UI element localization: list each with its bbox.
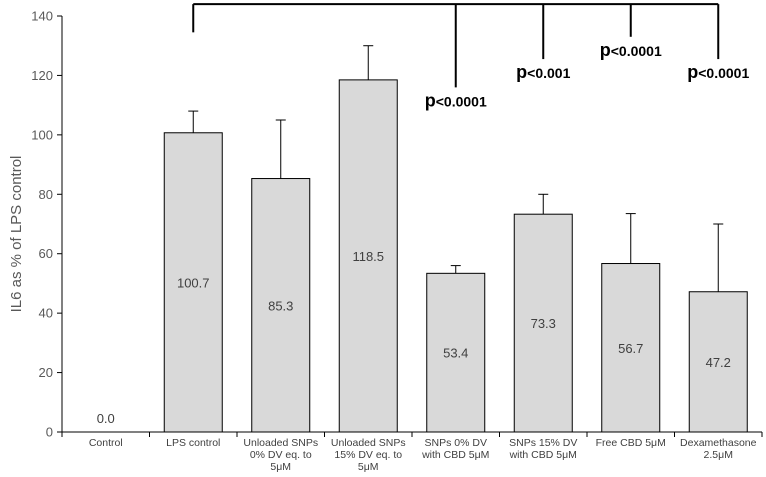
x-category-label-line: 15% DV eq. to [334, 449, 402, 461]
x-category-label-line: 5μM [358, 461, 379, 473]
x-category-label-line: Unloaded SNPs [243, 437, 318, 449]
x-category-label: Free CBD 5μM [596, 437, 666, 449]
bars [163, 79, 748, 433]
x-axis: Control LPS control Unloaded SNPs 0% DV eq.… [61, 431, 763, 473]
x-category-label-line: with CBD 5μM [421, 449, 489, 461]
y-tick-label: 140 [31, 9, 53, 24]
p-value-threshold: <0.0001 [436, 93, 487, 109]
bar [513, 213, 573, 433]
y-axis-title: IL6 as % of LPS control [8, 156, 25, 313]
error-bars [188, 45, 724, 292]
bar [426, 272, 486, 433]
p-value-threshold: <0.0001 [611, 43, 662, 59]
bar [688, 291, 748, 433]
p-value-p: p [600, 40, 611, 60]
x-category-label-line: Dexamethasone [680, 437, 757, 449]
y-tick-label: 40 [39, 306, 53, 321]
y-tick-label: 0 [46, 425, 53, 440]
y-axis: 0 20 40 60 80 100 120 140 [31, 9, 63, 440]
bar [338, 79, 398, 433]
data-label: 118.5 [352, 249, 384, 264]
p-value-threshold: <0.0001 [698, 65, 749, 81]
x-category-label-line: Unloaded SNPs [331, 437, 406, 449]
x-category-label-line: Control [89, 437, 123, 449]
data-label: 0.0 [97, 411, 115, 426]
y-tick-label: 80 [39, 187, 53, 202]
x-category-label: Unloaded SNPs 0% DV eq. to 5μM [243, 437, 318, 473]
x-category-label: LPS control [166, 437, 220, 449]
x-category-label: Unloaded SNPs 15% DV eq. to 5μM [331, 437, 406, 473]
data-label: 73.3 [531, 316, 556, 331]
p-value-label: p<0.0001 [687, 62, 749, 82]
x-category-label: SNPs 15% DV with CBD 5μM [509, 437, 578, 461]
bar [251, 178, 311, 433]
p-value-label: p<0.0001 [425, 90, 487, 110]
y-tick-label: 20 [39, 365, 53, 380]
x-category-label-line: 2.5μM [704, 449, 733, 461]
x-category-label-line: with CBD 5μM [509, 449, 577, 461]
p-value-p: p [687, 62, 698, 82]
data-label: 53.4 [443, 346, 468, 361]
p-value-threshold: <0.001 [527, 65, 570, 81]
y-tick-label: 120 [31, 68, 53, 83]
value-labels: 0.0 100.7 85.3 118.5 53.4 73.3 56.7 47.2 [97, 249, 731, 426]
x-category-label: SNPs 0% DV with CBD 5μM [421, 437, 489, 461]
x-category-label-line: SNPs 15% DV [509, 437, 577, 449]
data-label: 85.3 [268, 298, 293, 313]
bar [601, 263, 661, 433]
x-category-label-line: LPS control [166, 437, 220, 449]
data-label: 56.7 [618, 341, 643, 356]
y-tick-label: 100 [31, 127, 53, 142]
x-category-label-line: SNPs 0% DV [425, 437, 487, 449]
p-value-label: p<0.0001 [600, 40, 662, 60]
x-category-label-line: Free CBD 5μM [596, 437, 666, 449]
x-category-label-line: 0% DV eq. to [250, 449, 312, 461]
p-value-p: p [516, 62, 527, 82]
data-label: 47.2 [706, 355, 731, 370]
x-category-label: Control [89, 437, 123, 449]
data-label: 100.7 [177, 275, 210, 290]
y-tick-label: 60 [39, 246, 53, 261]
p-value-label: p<0.001 [516, 62, 570, 82]
x-category-label: Dexamethasone 2.5μM [680, 437, 757, 461]
p-value-p: p [425, 90, 436, 110]
x-category-label-line: 5μM [270, 461, 291, 473]
